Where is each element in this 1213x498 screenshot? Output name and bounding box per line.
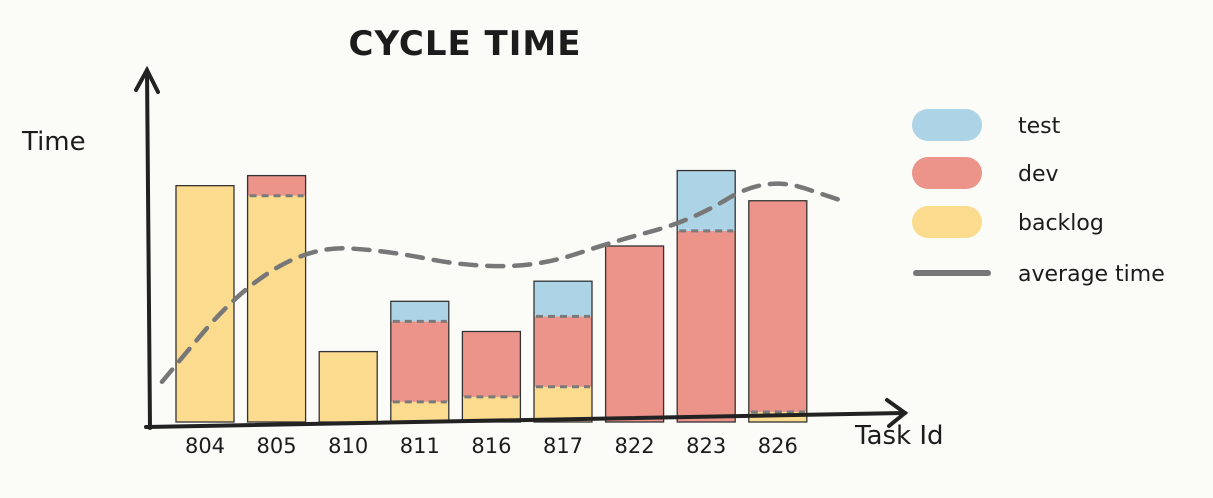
bar-segment-dev-817 xyxy=(534,316,592,387)
bar-segment-backlog-811 xyxy=(390,401,449,422)
average-time-line xyxy=(159,181,845,385)
bar-segment-backlog-805 xyxy=(247,195,306,422)
bar-segment-test-817 xyxy=(534,281,592,317)
bar-outline-817 xyxy=(533,280,593,423)
chart-title: CYCLE TIME xyxy=(349,24,582,64)
x-tick-label-822: 822 xyxy=(615,434,655,458)
bars-group xyxy=(175,169,808,423)
y-axis-label: Time xyxy=(21,127,86,157)
bar-outline-823 xyxy=(676,169,736,423)
legend-label-dev: dev xyxy=(1018,162,1059,187)
x-axis-arrow xyxy=(885,398,909,428)
x-tick-label-804: 804 xyxy=(185,434,225,458)
bar-outline-805 xyxy=(246,174,307,423)
x-axis-label: Task Id xyxy=(854,421,944,451)
bar-segment-dev-816 xyxy=(462,331,521,397)
legend-label-average-time: average time xyxy=(1018,262,1165,287)
bar-segment-backlog-816 xyxy=(462,396,521,422)
x-tick-label-811: 811 xyxy=(400,434,440,458)
bar-segment-dev-822 xyxy=(605,246,664,422)
x-axis-line xyxy=(144,411,907,429)
x-tick-label-805: 805 xyxy=(257,434,297,458)
average-line-group xyxy=(159,181,845,385)
legend-label-backlog: backlog xyxy=(1018,211,1104,236)
bar-segment-backlog-817 xyxy=(534,386,592,422)
bar-outline-826 xyxy=(748,200,808,423)
x-tick-labels: 804 805 810 811 816 817 822 823 826 xyxy=(185,434,798,458)
bar-segment-backlog-804 xyxy=(176,185,234,422)
legend-label-test: test xyxy=(1018,114,1061,139)
x-tick-label-810: 810 xyxy=(328,434,368,458)
bar-outline-822 xyxy=(604,245,665,423)
y-axis-line xyxy=(145,68,152,430)
bar-segment-backlog-810 xyxy=(319,351,378,422)
bar-segment-dev-811 xyxy=(390,321,449,402)
bar-outline-804 xyxy=(175,185,235,423)
bar-segment-dev-823 xyxy=(677,230,736,422)
x-tick-label-816: 816 xyxy=(471,434,511,458)
x-tick-label-817: 817 xyxy=(543,434,583,458)
legend-swatch-backlog xyxy=(912,206,982,238)
x-tick-label-823: 823 xyxy=(686,434,726,458)
legend-swatch-test xyxy=(912,109,982,141)
legend-swatch-dev xyxy=(912,157,982,189)
bar-segment-dev-805 xyxy=(247,175,306,196)
x-tick-label-826: 826 xyxy=(758,434,798,458)
bar-segment-dev-826 xyxy=(748,200,807,412)
axes-group xyxy=(134,65,909,430)
legend: test dev backlog average time xyxy=(912,109,1165,287)
y-axis-arrow xyxy=(134,65,160,94)
bar-segment-test-811 xyxy=(390,301,449,322)
